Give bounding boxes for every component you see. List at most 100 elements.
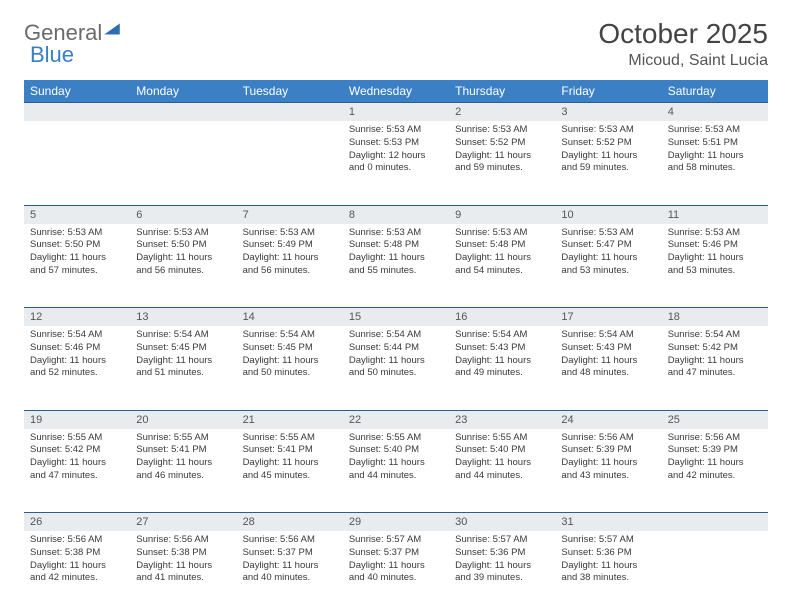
calendar-table: Sunday Monday Tuesday Wednesday Thursday… [24,80,768,615]
sunrise-line: Sunrise: 5:55 AM [136,432,230,445]
daylight-line: Daylight: 11 hours and 40 minutes. [349,560,443,586]
day-number-cell [662,513,768,532]
day-number-cell: 7 [237,205,343,224]
day-detail-cell: Sunrise: 5:54 AMSunset: 5:45 PMDaylight:… [237,326,343,410]
daylight-line: Daylight: 11 hours and 57 minutes. [30,252,124,278]
daylight-line: Daylight: 11 hours and 44 minutes. [455,457,549,483]
daylight-line: Daylight: 11 hours and 41 minutes. [136,560,230,586]
daylight-line: Daylight: 11 hours and 43 minutes. [561,457,655,483]
day-detail-cell: Sunrise: 5:53 AMSunset: 5:50 PMDaylight:… [130,224,236,308]
daylight-line: Daylight: 11 hours and 47 minutes. [30,457,124,483]
day-detail-cell [237,121,343,205]
sunrise-line: Sunrise: 5:53 AM [668,227,762,240]
day-detail-cell: Sunrise: 5:55 AMSunset: 5:41 PMDaylight:… [237,429,343,513]
day-detail-cell: Sunrise: 5:53 AMSunset: 5:46 PMDaylight:… [662,224,768,308]
sunrise-line: Sunrise: 5:56 AM [30,534,124,547]
sunset-line: Sunset: 5:42 PM [30,444,124,457]
week-daynum-row: 1234 [24,103,768,122]
daylight-line: Daylight: 11 hours and 58 minutes. [668,150,762,176]
calendar-page: GeneralBlue October 2025 Micoud, Saint L… [0,0,792,615]
day-detail-cell: Sunrise: 5:54 AMSunset: 5:43 PMDaylight:… [449,326,555,410]
brand-part2: Blue [30,42,74,67]
daylight-line: Daylight: 11 hours and 53 minutes. [561,252,655,278]
sunrise-line: Sunrise: 5:54 AM [561,329,655,342]
sunset-line: Sunset: 5:45 PM [136,342,230,355]
day-number-cell [130,103,236,122]
weekday-header-row: Sunday Monday Tuesday Wednesday Thursday… [24,80,768,103]
sunset-line: Sunset: 5:38 PM [30,547,124,560]
day-number-cell: 26 [24,513,130,532]
sunset-line: Sunset: 5:41 PM [136,444,230,457]
day-number-cell: 30 [449,513,555,532]
daylight-line: Daylight: 11 hours and 59 minutes. [561,150,655,176]
day-number-cell: 15 [343,308,449,327]
weekday-header: Friday [555,80,661,103]
daylight-line: Daylight: 11 hours and 44 minutes. [349,457,443,483]
week-daynum-row: 19202122232425 [24,410,768,429]
sunset-line: Sunset: 5:36 PM [455,547,549,560]
day-detail-cell: Sunrise: 5:53 AMSunset: 5:48 PMDaylight:… [449,224,555,308]
sunrise-line: Sunrise: 5:53 AM [561,124,655,137]
day-number-cell: 16 [449,308,555,327]
day-number-cell: 27 [130,513,236,532]
sunset-line: Sunset: 5:52 PM [561,137,655,150]
sunrise-line: Sunrise: 5:55 AM [243,432,337,445]
weekday-header: Monday [130,80,236,103]
brand-logo: GeneralBlue [24,18,121,66]
sunset-line: Sunset: 5:49 PM [243,239,337,252]
daylight-line: Daylight: 11 hours and 49 minutes. [455,355,549,381]
day-number-cell: 2 [449,103,555,122]
day-detail-cell [24,121,130,205]
sunrise-line: Sunrise: 5:55 AM [455,432,549,445]
day-number-cell: 14 [237,308,343,327]
day-number-cell: 4 [662,103,768,122]
sunrise-line: Sunrise: 5:56 AM [668,432,762,445]
week-daynum-row: 262728293031 [24,513,768,532]
daylight-line: Daylight: 11 hours and 56 minutes. [243,252,337,278]
sunset-line: Sunset: 5:48 PM [455,239,549,252]
sunset-line: Sunset: 5:40 PM [349,444,443,457]
day-number-cell: 31 [555,513,661,532]
day-number-cell: 24 [555,410,661,429]
weekday-header: Saturday [662,80,768,103]
sunset-line: Sunset: 5:45 PM [243,342,337,355]
week-detail-row: Sunrise: 5:53 AM Sunset: 5:50 PM Daylight:… [24,224,768,308]
daylight-line: Daylight: 11 hours and 54 minutes. [455,252,549,278]
day-detail-cell: Sunrise: 5:56 AMSunset: 5:38 PMDaylight:… [130,531,236,615]
sunrise-line: Sunrise: 5:53 AM [243,227,337,240]
day-number-cell: 18 [662,308,768,327]
sunset-line: Sunset: 5:44 PM [349,342,443,355]
brand-triangle-icon [103,22,121,36]
day-detail-cell: Sunrise: 5:53 AMSunset: 5:48 PMDaylight:… [343,224,449,308]
weekday-header: Tuesday [237,80,343,103]
sunrise-line: Sunrise: 5:54 AM [30,329,124,342]
day-detail-cell: Sunrise: 5:53 AMSunset: 5:52 PMDaylight:… [555,121,661,205]
daylight-line: Daylight: 11 hours and 40 minutes. [243,560,337,586]
day-number-cell: 17 [555,308,661,327]
day-detail-cell: Sunrise: 5:53 AMSunset: 5:49 PMDaylight:… [237,224,343,308]
daylight-line: Daylight: 11 hours and 59 minutes. [455,150,549,176]
day-detail-cell: Sunrise: 5:55 AMSunset: 5:41 PMDaylight:… [130,429,236,513]
day-detail-cell: Sunrise: 5:55 AMSunset: 5:42 PMDaylight:… [24,429,130,513]
day-number-cell: 29 [343,513,449,532]
sunset-line: Sunset: 5:50 PM [136,239,230,252]
week-detail-row: Sunrise: 5:55 AMSunset: 5:42 PMDaylight:… [24,429,768,513]
day-detail-cell: Sunrise: 5:55 AMSunset: 5:40 PMDaylight:… [343,429,449,513]
sunset-line: Sunset: 5:39 PM [561,444,655,457]
day-number-cell: 9 [449,205,555,224]
day-number-cell: 10 [555,205,661,224]
day-number-cell: 19 [24,410,130,429]
sunset-line: Sunset: 5:37 PM [243,547,337,560]
weekday-header: Sunday [24,80,130,103]
sunrise-line: Sunrise: 5:54 AM [349,329,443,342]
week-detail-row: Sunrise: 5:53 AMSunset: 5:53 PMDaylight:… [24,121,768,205]
daylight-line: Daylight: 11 hours and 45 minutes. [243,457,337,483]
sunset-line: Sunset: 5:46 PM [668,239,762,252]
sunrise-line: Sunrise: 5:53 AM [30,227,124,240]
week-daynum-row: 567891011 [24,205,768,224]
day-number-cell: 1 [343,103,449,122]
day-detail-cell: Sunrise: 5:54 AMSunset: 5:46 PMDaylight:… [24,326,130,410]
sunrise-line: Sunrise: 5:56 AM [243,534,337,547]
day-number-cell [24,103,130,122]
daylight-line: Daylight: 11 hours and 38 minutes. [561,560,655,586]
